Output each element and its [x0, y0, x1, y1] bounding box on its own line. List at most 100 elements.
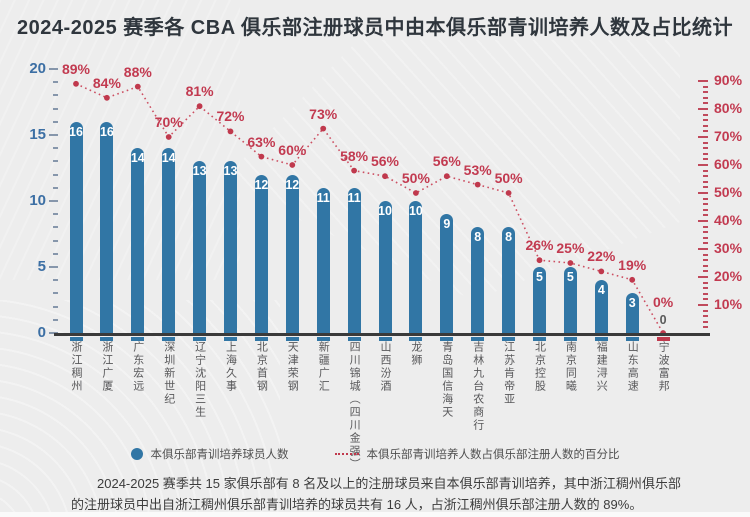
x-axis-category-tick	[316, 337, 330, 341]
percent-label: 88%	[123, 63, 152, 80]
bar-value-label: 3	[628, 296, 636, 311]
bar	[409, 201, 423, 333]
legend-item-line: 本俱乐部青训培养人数占俱乐部注册人数的百分比	[334, 446, 620, 462]
x-axis-label: 浙江稠州	[70, 341, 82, 393]
x-axis-category-tick	[224, 337, 237, 341]
bar	[502, 227, 516, 333]
bar-value-label: 0	[659, 313, 667, 327]
left-axis-tick	[53, 318, 58, 321]
right-axis-tick	[703, 91, 708, 94]
left-axis-tick	[53, 305, 58, 308]
chart-legend: 本俱乐部青训培养球员人数 本俱乐部青训培养人数占俱乐部注册人数的百分比	[0, 446, 750, 462]
bar-value-label: 5	[536, 270, 543, 284]
left-axis-tick	[53, 252, 58, 255]
right-axis-tick	[703, 113, 708, 116]
bar-value-label: 5	[566, 270, 574, 284]
x-axis-label: 青岛国信海天	[440, 341, 453, 419]
right-axis-tick	[703, 326, 708, 329]
bar-value-label: 13	[192, 164, 207, 179]
x-axis-category-tick	[100, 337, 114, 341]
bar	[378, 201, 392, 333]
left-axis-tick	[53, 107, 58, 110]
x-axis-category-tick	[594, 337, 608, 341]
bar	[162, 148, 176, 333]
footer-note: 2024-2025 赛季共 15 家俱乐部有 8 名及以上的注册球员来自本俱乐部…	[71, 476, 681, 512]
bar	[131, 148, 145, 333]
bar-value-label: 14	[161, 151, 176, 166]
bar-value-label: 14	[130, 151, 145, 166]
percent-label: 0%	[652, 294, 674, 310]
x-axis-category-tick	[471, 337, 485, 341]
x-axis-label: 龙狮	[409, 341, 422, 367]
x-axis-label: 上海久事	[224, 341, 237, 393]
x-axis-category-tick	[440, 337, 454, 341]
right-axis-tick	[698, 80, 708, 82]
right-axis-tick	[703, 264, 708, 267]
x-axis-label: 北京控股	[533, 341, 546, 393]
percent-label: 89%	[61, 60, 91, 77]
x-axis-category-tick	[533, 337, 546, 341]
x-axis-label: 广东宏远	[131, 341, 144, 393]
right-axis-tick	[703, 292, 708, 295]
bar	[100, 121, 114, 333]
right-axis-tick	[698, 276, 708, 278]
x-axis-category-tick	[347, 337, 361, 341]
right-axis-tick	[703, 203, 708, 206]
bottom-edge-strip	[0, 512, 750, 517]
bar	[254, 174, 268, 333]
bar-value-label: 8	[474, 230, 482, 245]
right-axis-tick	[703, 259, 708, 262]
x-axis-category-tick	[131, 337, 145, 341]
combo-chart: 0 5 10 15 20 10% 20% 30% 40% 50% 60% 70% 80% 90% 16 89%…	[29, 60, 743, 471]
left-axis-label: 10	[29, 192, 46, 209]
x-axis-label: 深圳新世纪	[162, 341, 175, 406]
x-axis-category-tick	[625, 337, 639, 341]
right-axis-tick	[703, 214, 708, 217]
percent-label: 56%	[370, 153, 400, 170]
x-axis-label: 天津荣钢	[286, 341, 299, 393]
percent-label: 50%	[494, 170, 523, 186]
x-axis-label: 宁波富邦	[657, 341, 670, 393]
left-axis-tick	[49, 332, 58, 334]
legend-line-label: 本俱乐部青训培养人数占俱乐部注册人数的百分比	[366, 449, 620, 461]
x-axis-label: 山东高速	[626, 341, 639, 393]
bar	[193, 161, 207, 333]
right-axis-label: 30%	[714, 240, 743, 256]
right-axis-tick	[703, 197, 708, 200]
right-axis-tick	[703, 124, 708, 127]
right-axis-tick	[703, 141, 708, 144]
bar-value-label: 11	[347, 190, 361, 205]
bar-value-label: 16	[69, 124, 83, 139]
left-axis-tick	[53, 279, 58, 282]
bar-value-label: 8	[505, 230, 513, 245]
right-axis-label: 40%	[714, 212, 743, 228]
right-axis-tick	[703, 270, 708, 273]
right-axis-tick	[703, 242, 708, 245]
x-axis-label: 浙江广厦	[100, 341, 113, 393]
percent-label: 56%	[432, 153, 461, 170]
right-axis-label: 10%	[714, 296, 743, 312]
percent-label: 50%	[401, 170, 430, 186]
right-axis-tick	[698, 136, 708, 138]
x-axis-label: 辽宁沈阳三生	[193, 341, 206, 419]
right-axis-tick	[703, 320, 708, 323]
left-axis-tick	[53, 239, 58, 242]
bar	[563, 267, 577, 333]
percent-label: 58%	[340, 147, 369, 164]
left-axis-tick	[53, 120, 58, 123]
percent-label: 53%	[463, 161, 492, 178]
left-axis-tick	[53, 186, 58, 189]
left-axis-tick	[53, 226, 58, 229]
x-axis-category-tick	[656, 337, 670, 341]
bar	[471, 227, 485, 333]
percent-label: 19%	[618, 256, 647, 273]
right-axis-tick	[703, 287, 708, 290]
right-axis-label: 60%	[714, 156, 743, 172]
x-axis-category-tick	[193, 337, 207, 341]
right-axis-tick	[703, 102, 708, 105]
right-axis-tick	[698, 164, 708, 166]
right-axis-tick	[703, 231, 708, 234]
bar-value-label: 13	[223, 164, 238, 179]
bar	[69, 121, 83, 333]
percent-label: 70%	[154, 114, 183, 130]
